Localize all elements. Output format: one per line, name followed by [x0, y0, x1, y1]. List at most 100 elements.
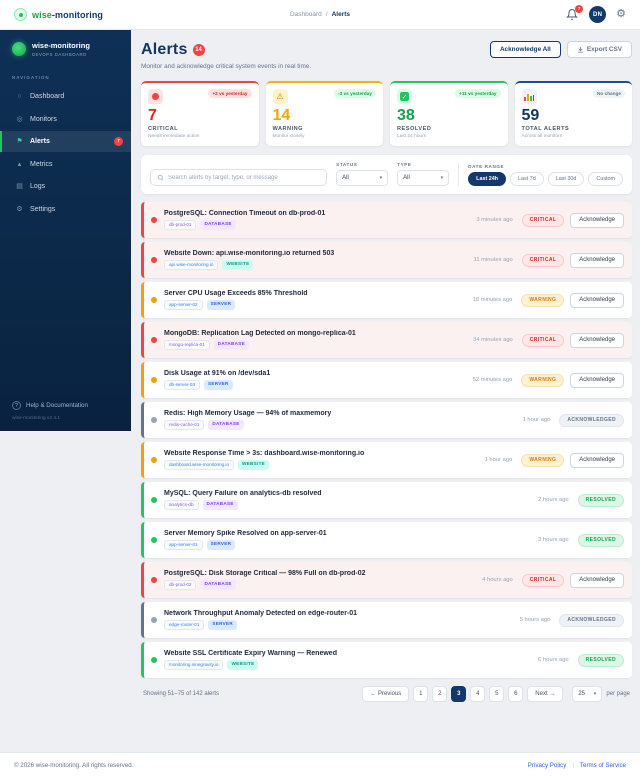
- alert-timestamp: 18 minutes ago: [472, 297, 513, 303]
- sidebar-item[interactable]: Settings: [0, 199, 131, 220]
- page-number-button[interactable]: 5: [489, 686, 505, 702]
- alert-row: Website Response Time > 3s: dashboard.wi…: [141, 442, 632, 478]
- stat-icon: [397, 89, 412, 104]
- alert-title: PostgreSQL: Connection Timeout on db-pro…: [164, 210, 326, 218]
- sidebar-item-icon: [15, 183, 24, 190]
- sidebar-brand-subtitle: DEVOPS DASHBOARD: [32, 51, 87, 57]
- pagination: Showing 51–75 of 142 alerts ← Previous 1…: [141, 686, 632, 712]
- alert-row: MongoDB: Replication Lag Detected on mon…: [141, 322, 632, 358]
- chevron-down-icon: ▾: [379, 175, 383, 181]
- chevron-down-icon: ▾: [593, 691, 597, 697]
- page-number-button[interactable]: 2: [432, 686, 448, 702]
- alert-type-tag: SERVER: [204, 380, 233, 390]
- sidebar-item[interactable]: Metrics: [0, 154, 131, 175]
- sidebar-logo-icon: [12, 41, 26, 56]
- sidebar-item[interactable]: Monitors: [0, 109, 131, 130]
- acknowledge-button[interactable]: Acknowledge: [570, 212, 624, 228]
- date-range-pill[interactable]: Custom: [588, 172, 623, 186]
- next-page-button[interactable]: Next →: [527, 686, 564, 702]
- alert-title: Network Throughput Anomaly Detected on e…: [164, 610, 358, 618]
- acknowledge-button[interactable]: Acknowledge: [570, 332, 624, 348]
- alert-timestamp: 1 hour ago: [484, 457, 513, 463]
- previous-page-button[interactable]: ← Previous: [362, 686, 410, 702]
- stat-note: Across all monitors: [521, 134, 563, 139]
- date-range-pill[interactable]: Last 7d: [510, 172, 544, 186]
- app-version: wise-monitoring v2.4.1: [12, 416, 60, 421]
- sidebar-item[interactable]: Dashboard: [0, 86, 131, 107]
- stats-row: +2 vs yesterday 7 CRITICAL Needs immedia…: [141, 81, 632, 146]
- per-page-select[interactable]: 25 ▾: [572, 686, 603, 702]
- sidebar-item-label: Metrics: [30, 160, 53, 168]
- alert-list: PostgreSQL: Connection Timeout on db-pro…: [141, 202, 632, 678]
- pagination-summary: Showing 51–75 of 142 alerts: [143, 691, 220, 697]
- footer-separator: |: [572, 761, 574, 769]
- stat-card: -3 vs yesterday 14 WARNING Monitor close…: [265, 81, 383, 146]
- alert-target-tag: monitoring.ninegravity.io: [164, 660, 224, 670]
- stat-label: TOTAL ALERTS: [521, 126, 570, 132]
- sidebar-item[interactable]: Alerts 7: [0, 131, 131, 152]
- alert-title: Website Response Time > 3s: dashboard.wi…: [164, 450, 365, 458]
- stat-note: Last 24 hours: [397, 134, 427, 139]
- stat-label: WARNING: [272, 126, 304, 132]
- alert-timestamp: 4 hours ago: [482, 577, 513, 583]
- export-csv-button[interactable]: Export CSV: [566, 41, 632, 58]
- sidebar-item-label: Monitors: [30, 115, 57, 123]
- acknowledge-button[interactable]: Acknowledge: [570, 452, 624, 468]
- stat-note: Needs immediate action: [148, 134, 200, 139]
- alert-row: PostgreSQL: Connection Timeout on db-pro…: [141, 202, 632, 238]
- notification-count-badge: 7: [575, 4, 584, 13]
- sidebar-item-label: Logs: [30, 183, 46, 190]
- alert-status-badge: CRITICAL: [521, 333, 565, 347]
- avatar[interactable]: DN: [589, 6, 607, 23]
- privacy-policy-link[interactable]: Privacy Policy: [527, 761, 567, 769]
- sidebar-item-label: Alerts: [30, 138, 50, 145]
- alerts-count-badge: 14: [192, 44, 205, 56]
- sidebar-item-icon: [15, 138, 24, 145]
- page-number-button[interactable]: 6: [508, 686, 524, 702]
- type-select[interactable]: All ▾: [397, 170, 450, 186]
- sidebar-item-icon: [15, 93, 24, 100]
- acknowledge-button[interactable]: Acknowledge: [570, 252, 624, 268]
- alert-timestamp: 2 hours ago: [538, 497, 569, 503]
- help-link[interactable]: ? Help & Documentation: [0, 395, 131, 416]
- alert-row: Server Memory Spike Resolved on app-serv…: [141, 522, 632, 558]
- alert-status-badge: CRITICAL: [521, 253, 565, 267]
- page-number-button[interactable]: 3: [451, 686, 467, 702]
- alert-timestamp: 1 hour ago: [522, 417, 551, 423]
- breadcrumb-parent[interactable]: Dashboard: [289, 11, 322, 18]
- date-range-pill[interactable]: Last 24h: [468, 172, 507, 186]
- acknowledge-button[interactable]: Acknowledge: [570, 572, 624, 588]
- search-input[interactable]: [168, 174, 321, 181]
- sidebar-item-label: Dashboard: [30, 93, 65, 100]
- alert-status-badge: ACKNOWLEDGED: [559, 413, 624, 427]
- alert-timestamp: 11 minutes ago: [473, 257, 513, 263]
- stat-value: 38: [397, 107, 415, 124]
- alert-type-tag: DATABASE: [202, 500, 238, 510]
- alert-row: Website Down: api.wise-monitoring.io ret…: [141, 242, 632, 278]
- sidebar-item[interactable]: Logs: [0, 176, 131, 197]
- severity-dot-icon: [151, 657, 157, 663]
- acknowledge-all-button[interactable]: Acknowledge All: [489, 41, 561, 58]
- page-number-button[interactable]: 1: [413, 686, 429, 702]
- alert-row: MySQL: Query Failure on analytics-db res…: [141, 482, 632, 518]
- acknowledge-button[interactable]: Acknowledge: [570, 292, 624, 308]
- gear-icon[interactable]: ⚙: [616, 8, 626, 20]
- sidebar-nav: Dashboard Monitors Alerts 7 Metrics: [0, 85, 131, 222]
- stat-value: 59: [521, 107, 540, 124]
- acknowledge-button[interactable]: Acknowledge: [570, 372, 624, 388]
- terms-of-service-link[interactable]: Terms of Service: [579, 761, 626, 769]
- app-logo[interactable]: wise-monitoring: [14, 8, 103, 21]
- search-box: [150, 169, 328, 186]
- page-subtitle: Monitor and acknowledge critical system …: [141, 63, 312, 70]
- date-range-pill[interactable]: Last 30d: [547, 172, 585, 186]
- date-range-label: DATE RANGE: [468, 164, 505, 169]
- alert-status-badge: CRITICAL: [521, 573, 565, 587]
- page-number-button[interactable]: 4: [470, 686, 486, 702]
- notifications-button[interactable]: 7: [565, 4, 584, 22]
- alert-title: Server CPU Usage Exceeds 85% Threshold: [164, 290, 308, 298]
- alert-timestamp: 34 minutes ago: [473, 337, 513, 343]
- status-select[interactable]: All ▾: [336, 170, 389, 186]
- bell-icon: [565, 8, 579, 20]
- per-page-label: per page: [606, 691, 630, 697]
- alert-title: Website Down: api.wise-monitoring.io ret…: [164, 250, 335, 258]
